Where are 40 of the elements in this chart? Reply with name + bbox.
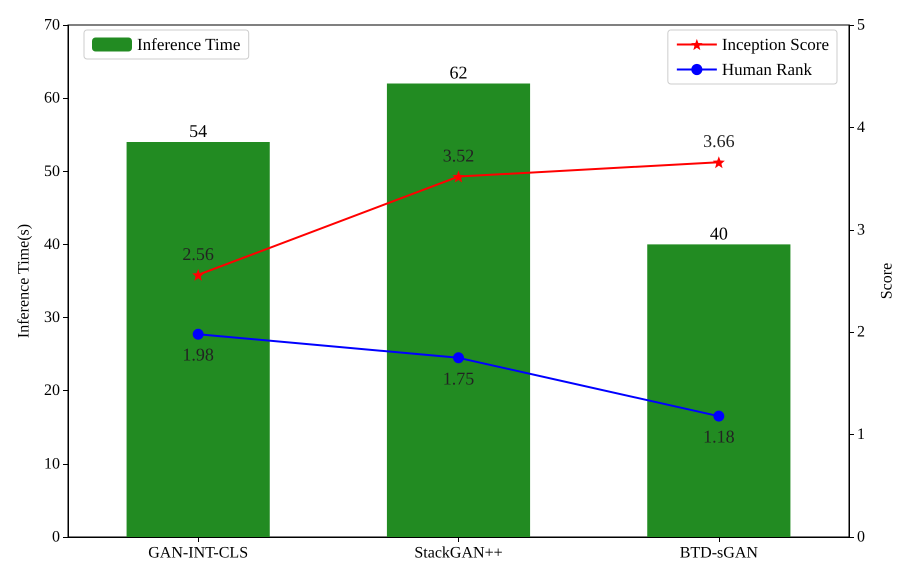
y-tick-label: 20 [44,382,60,400]
y-tick-label: 30 [44,309,60,326]
y2-tick-label: 5 [857,16,865,34]
point [192,328,204,340]
point [712,156,725,168]
legend-label: Inference Time [137,35,240,54]
y-tick-label: 10 [44,455,60,472]
y2-tick-label: 2 [857,324,865,341]
bar [386,84,530,537]
y2-tick-label: 4 [857,118,865,136]
data-label: 3.66 [703,131,735,152]
y2-axis-title: Score [878,262,896,300]
bar [647,244,790,537]
y-tick-label: 60 [44,90,60,107]
data-label: 1.75 [442,368,474,388]
legend-label: Human Rank [722,60,813,79]
data-label: 2.56 [182,244,214,264]
y2-tick-label: 0 [857,528,865,546]
point [713,410,724,422]
y2-tick-label: 1 [857,426,865,444]
legend-label: Inception Score [722,35,829,54]
bar [126,142,270,537]
x-tick-label: BTD-sGAN [680,544,758,562]
y-axis-title: Inference Time(s) [16,224,32,338]
data-label: 62 [450,62,468,83]
x-tick-label: GAN-INT-CLS [148,544,248,562]
y-tick-label: 50 [44,162,60,180]
data-label: 1.98 [182,344,214,365]
x-tick-label: StackGAN++ [414,544,503,562]
data-label: 1.18 [703,426,735,447]
point [192,268,204,281]
point [453,352,464,364]
data-label: 3.52 [442,146,474,166]
y-tick-label: 0 [52,528,60,546]
data-label: 40 [710,223,728,244]
y-tick-label: 70 [44,16,60,34]
y2-tick-label: 3 [857,221,865,238]
point [452,170,464,183]
data-label: 54 [189,121,208,142]
y-tick-label: 40 [44,236,60,253]
